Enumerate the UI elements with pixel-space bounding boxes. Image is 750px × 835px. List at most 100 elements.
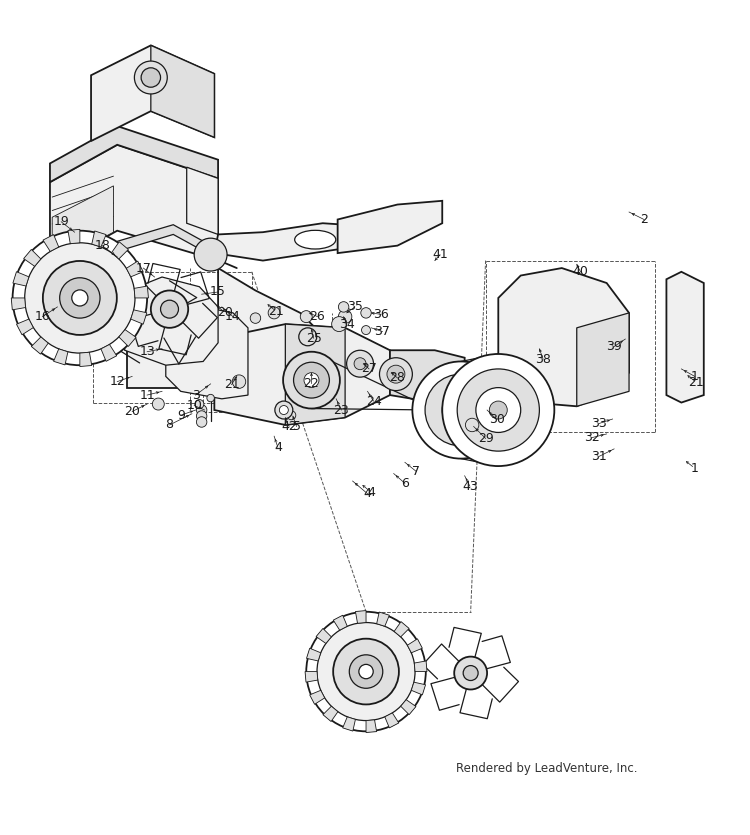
Circle shape xyxy=(338,301,349,312)
Text: 35: 35 xyxy=(347,301,363,313)
Polygon shape xyxy=(11,298,26,310)
Circle shape xyxy=(464,665,478,681)
Circle shape xyxy=(466,418,478,432)
Polygon shape xyxy=(118,330,136,347)
Polygon shape xyxy=(126,261,143,277)
Text: 16: 16 xyxy=(34,310,50,323)
Circle shape xyxy=(306,612,426,731)
Polygon shape xyxy=(130,310,147,324)
Polygon shape xyxy=(385,713,399,728)
Circle shape xyxy=(454,656,487,690)
Circle shape xyxy=(25,243,135,353)
Polygon shape xyxy=(400,700,416,715)
Circle shape xyxy=(134,61,167,94)
Text: 34: 34 xyxy=(339,317,355,331)
Circle shape xyxy=(458,369,539,451)
Polygon shape xyxy=(50,144,218,268)
Text: 38: 38 xyxy=(536,352,551,366)
Polygon shape xyxy=(166,307,248,399)
Text: Rendered by LeadVenture, Inc.: Rendered by LeadVenture, Inc. xyxy=(456,762,638,775)
Polygon shape xyxy=(151,45,214,137)
Polygon shape xyxy=(310,691,325,704)
Circle shape xyxy=(43,261,117,335)
Text: 22: 22 xyxy=(304,377,320,390)
Polygon shape xyxy=(124,277,218,365)
Polygon shape xyxy=(577,313,629,407)
Text: 40: 40 xyxy=(572,266,589,278)
Text: 4: 4 xyxy=(368,486,375,498)
Circle shape xyxy=(298,328,316,346)
Polygon shape xyxy=(366,720,376,732)
Text: 31: 31 xyxy=(591,450,607,463)
Text: 3: 3 xyxy=(192,388,200,402)
Circle shape xyxy=(279,406,288,414)
Text: 13: 13 xyxy=(140,345,155,358)
Circle shape xyxy=(354,357,366,370)
Polygon shape xyxy=(316,629,332,644)
Polygon shape xyxy=(376,612,389,626)
Text: 42: 42 xyxy=(281,420,297,433)
Polygon shape xyxy=(390,350,465,402)
Text: 11: 11 xyxy=(140,388,155,402)
Circle shape xyxy=(317,623,415,721)
Circle shape xyxy=(160,301,178,318)
Circle shape xyxy=(196,411,207,421)
Polygon shape xyxy=(218,268,315,372)
Circle shape xyxy=(380,357,412,391)
Text: 32: 32 xyxy=(584,431,599,444)
Circle shape xyxy=(141,68,160,87)
Polygon shape xyxy=(338,200,442,253)
Circle shape xyxy=(332,316,346,331)
Polygon shape xyxy=(127,350,211,387)
Polygon shape xyxy=(16,319,33,335)
Text: 9: 9 xyxy=(177,409,184,422)
Polygon shape xyxy=(68,230,80,244)
Text: 21: 21 xyxy=(688,376,704,389)
Circle shape xyxy=(387,365,405,383)
Circle shape xyxy=(151,291,188,328)
Circle shape xyxy=(300,311,312,322)
Circle shape xyxy=(338,310,352,323)
Text: 36: 36 xyxy=(373,308,388,321)
Circle shape xyxy=(60,278,100,318)
Ellipse shape xyxy=(295,230,336,249)
Text: 30: 30 xyxy=(489,413,505,426)
Text: 26: 26 xyxy=(310,310,326,323)
Polygon shape xyxy=(43,235,58,251)
Circle shape xyxy=(333,639,399,705)
Polygon shape xyxy=(24,250,40,266)
Polygon shape xyxy=(134,286,148,298)
Circle shape xyxy=(207,394,214,402)
Text: 37: 37 xyxy=(374,325,391,338)
Polygon shape xyxy=(91,45,214,141)
Circle shape xyxy=(425,374,496,446)
Circle shape xyxy=(283,352,340,408)
Text: 33: 33 xyxy=(591,417,607,430)
Circle shape xyxy=(358,665,374,679)
Polygon shape xyxy=(285,324,345,425)
Polygon shape xyxy=(323,706,338,721)
Polygon shape xyxy=(498,268,629,407)
Text: 43: 43 xyxy=(462,480,478,493)
Circle shape xyxy=(195,400,204,408)
Polygon shape xyxy=(112,242,128,259)
Circle shape xyxy=(196,405,207,415)
Text: 7: 7 xyxy=(412,465,420,478)
Circle shape xyxy=(152,398,164,410)
Circle shape xyxy=(194,238,227,271)
Polygon shape xyxy=(32,337,48,354)
Text: 1: 1 xyxy=(691,462,699,475)
Polygon shape xyxy=(667,271,704,402)
Text: 2: 2 xyxy=(640,213,648,226)
Text: 4: 4 xyxy=(364,487,371,500)
Text: 21: 21 xyxy=(268,305,284,318)
Circle shape xyxy=(346,350,374,377)
Polygon shape xyxy=(53,186,113,265)
Polygon shape xyxy=(356,610,366,623)
Text: 1: 1 xyxy=(691,370,699,383)
Circle shape xyxy=(274,401,292,419)
Circle shape xyxy=(361,307,371,318)
Circle shape xyxy=(350,655,382,688)
Circle shape xyxy=(489,401,507,419)
Circle shape xyxy=(13,230,147,365)
